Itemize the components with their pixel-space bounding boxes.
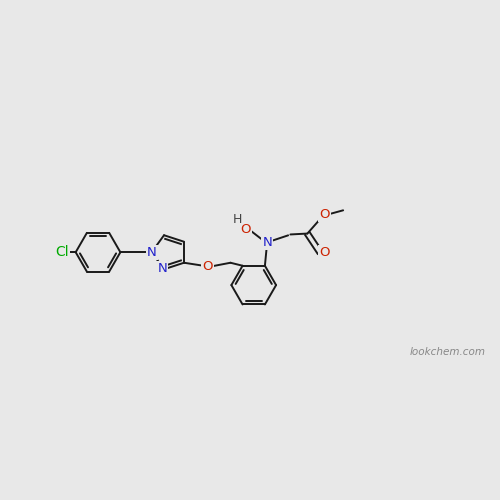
Text: N: N — [262, 236, 272, 249]
Text: O: O — [240, 222, 251, 235]
Text: N: N — [158, 262, 167, 275]
Text: O: O — [202, 260, 212, 273]
Text: lookchem.com: lookchem.com — [410, 348, 486, 358]
Text: Cl: Cl — [56, 245, 69, 259]
Text: O: O — [320, 246, 330, 259]
Text: O: O — [319, 208, 330, 222]
Text: H: H — [233, 213, 242, 226]
Text: N: N — [147, 246, 156, 258]
